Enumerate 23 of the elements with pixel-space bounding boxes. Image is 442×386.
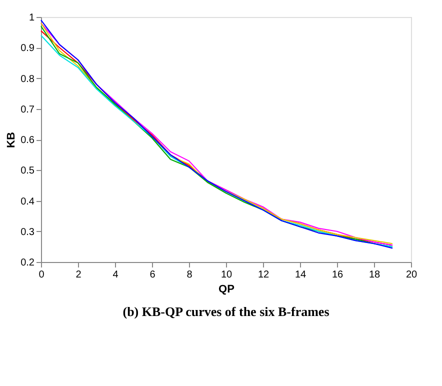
y-tick-label: 0.6 [20, 135, 35, 146]
y-tick-label: 0.9 [20, 43, 35, 54]
x-tick-label: 6 [150, 270, 156, 280]
x-axis-title: QP [218, 284, 234, 296]
y-tick-label: 0.3 [20, 226, 35, 238]
x-tick-label: 0 [38, 270, 45, 280]
x-tick-label: 20 [406, 270, 418, 280]
x-tick-label: 10 [220, 270, 232, 280]
y-tick-label: 0.4 [20, 196, 35, 208]
y-tick-label: 0.8 [20, 74, 35, 85]
x-tick-label: 4 [112, 270, 119, 280]
x-tick-label: 8 [186, 270, 193, 280]
y-axis-title: KB [6, 132, 18, 148]
text: (b) KB-QP curves of the six B-frames [122, 304, 330, 319]
x-tick-label: 14 [294, 270, 306, 280]
y-tick-label: 0.7 [20, 104, 35, 116]
y-tick-label: 0.5 [20, 166, 35, 177]
x-tick-label: 2 [76, 270, 82, 280]
y-tick-label: 1 [28, 12, 35, 24]
x-tick-label: 18 [368, 270, 380, 280]
x-tick-label: 12 [258, 270, 270, 280]
y-tick-label: 0.2 [20, 258, 35, 268]
x-tick-label: 16 [332, 270, 344, 280]
